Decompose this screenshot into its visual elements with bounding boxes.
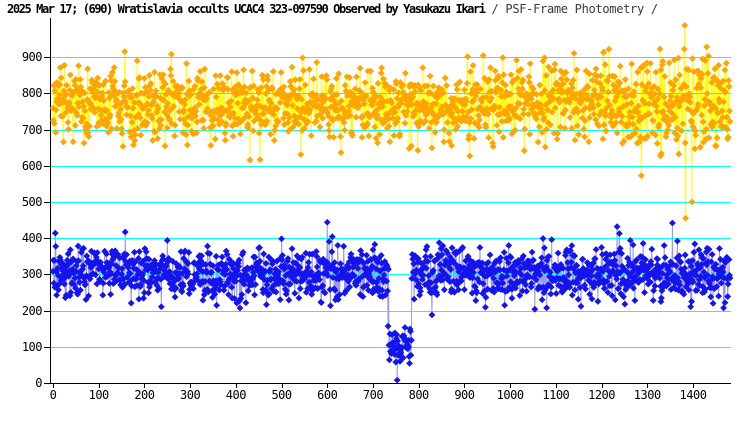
y-tick-label: 500 xyxy=(21,195,43,209)
x-tick-label: 1300 xyxy=(633,388,661,402)
chart-title-secondary: / PSF-Frame Photometry / xyxy=(484,2,659,16)
y-tick-label: 800 xyxy=(21,86,43,101)
x-tick-label: 300 xyxy=(180,388,201,402)
x-tick-label: 500 xyxy=(271,388,292,402)
x-tick-label: 600 xyxy=(317,388,338,402)
x-tick-label: 1000 xyxy=(496,388,524,402)
x-tick-label: 700 xyxy=(362,388,384,402)
y-tick-label: 900 xyxy=(21,50,43,65)
x-tick-label: 900 xyxy=(454,388,475,402)
x-tick-label: 1200 xyxy=(588,388,615,402)
x-tick-label: 800 xyxy=(408,388,430,402)
y-tick-label: 100 xyxy=(21,339,43,354)
x-tick-label: 400 xyxy=(225,388,247,402)
x-tick-label: 1400 xyxy=(679,388,707,402)
chart-title-main: 2025 Mar 17; (690) Wratislavia occults U… xyxy=(7,2,486,16)
chart-title: 2025 Mar 17; (690) Wratislavia occults U… xyxy=(7,2,658,16)
x-tick-label: 1100 xyxy=(542,388,570,402)
y-tick-label: 0 xyxy=(35,376,42,390)
x-tick-label: 100 xyxy=(88,388,110,402)
y-tick-label: 600 xyxy=(21,158,43,173)
y-tick-label: 300 xyxy=(21,267,43,282)
y-tick-label: 400 xyxy=(21,231,43,246)
y-tick-label: 200 xyxy=(21,303,43,318)
x-tick-label: 200 xyxy=(134,388,155,402)
x-tick-label: 0 xyxy=(49,388,57,402)
y-tick-label: 700 xyxy=(21,122,43,137)
